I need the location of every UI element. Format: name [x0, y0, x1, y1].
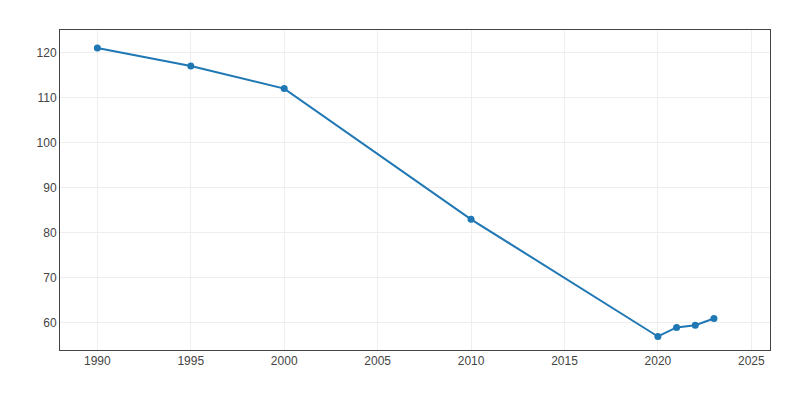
svg-text:2010: 2010	[458, 354, 485, 368]
svg-text:60: 60	[43, 316, 57, 330]
svg-text:2025: 2025	[738, 354, 765, 368]
svg-text:1995: 1995	[177, 354, 204, 368]
svg-text:110: 110	[37, 91, 56, 105]
svg-text:2015: 2015	[551, 354, 578, 368]
svg-text:120: 120	[37, 46, 57, 60]
svg-text:100: 100	[37, 136, 57, 150]
svg-text:2020: 2020	[645, 354, 672, 368]
svg-text:90: 90	[43, 181, 57, 195]
svg-text:1990: 1990	[84, 354, 111, 368]
svg-text:2000: 2000	[271, 354, 298, 368]
svg-text:2005: 2005	[364, 354, 391, 368]
svg-text:80: 80	[43, 226, 57, 240]
svg-text:70: 70	[43, 271, 57, 285]
